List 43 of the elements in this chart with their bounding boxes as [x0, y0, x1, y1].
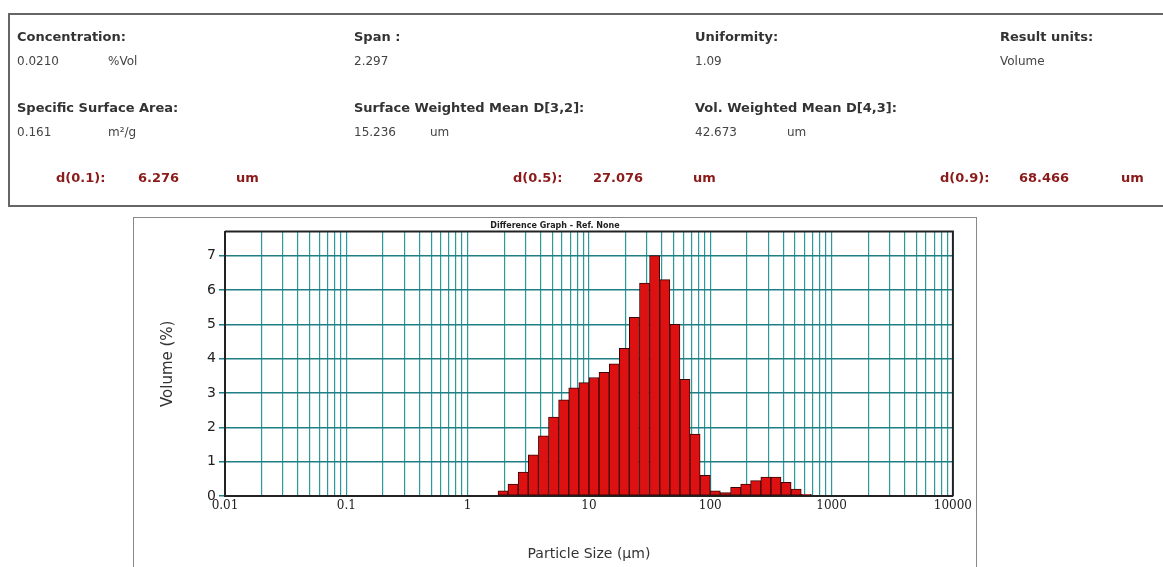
text: d(0.9): [940, 170, 990, 185]
y-tick-label: 2 [207, 417, 216, 434]
text: 2.297 [354, 54, 389, 68]
x-tick-label: 10000 [933, 498, 973, 513]
text: Result units: [1000, 29, 1094, 44]
text: 42.673 [695, 125, 737, 139]
text: 6.276 [138, 170, 180, 185]
text: 68.466 [1019, 170, 1070, 185]
text: 27.076 [593, 170, 644, 185]
text: um [430, 125, 450, 139]
y-tick-label: 6 [207, 280, 217, 297]
text: 15.236 [354, 125, 396, 139]
x-axis-title: Particle Size (µm) [527, 545, 651, 562]
text: um [693, 170, 716, 185]
text: Volume [1000, 54, 1045, 68]
x-tick-label: 1 [463, 498, 472, 513]
text: Uniformity: [695, 29, 779, 44]
text: 1.09 [695, 54, 722, 68]
text: Specific Surface Area: [17, 100, 179, 115]
text: 0.161 [17, 125, 52, 139]
text: Vol. Weighted Mean D[4,3]: [695, 100, 897, 115]
y-tick-label: 7 [207, 246, 216, 263]
text: Surface Weighted Mean D[3,2]: [354, 100, 585, 115]
text: d(0.5): [513, 170, 563, 185]
x-tick-label: 1000 [816, 498, 847, 513]
y-tick-label: 5 [207, 314, 216, 331]
text: um [1121, 170, 1144, 185]
x-tick-label: 10 [581, 498, 597, 513]
y-axis-title: Volume (%) [157, 320, 176, 408]
y-tick-label: 1 [207, 452, 216, 469]
chart-title: Difference Graph - Ref. None [490, 220, 621, 230]
text: m²/g [108, 125, 137, 139]
text: d(0.1): [56, 170, 106, 185]
text: Concentration: [17, 29, 126, 44]
text: um [787, 125, 807, 139]
text: 0.0210 [17, 54, 59, 68]
text: Span : [354, 29, 401, 44]
x-tick-label: 0.1 [336, 498, 356, 513]
y-tick-label: 4 [207, 349, 217, 366]
text: %Vol [108, 54, 138, 68]
x-tick-label: 100 [698, 498, 722, 513]
y-tick-label: 3 [207, 383, 216, 400]
text: um [236, 170, 259, 185]
